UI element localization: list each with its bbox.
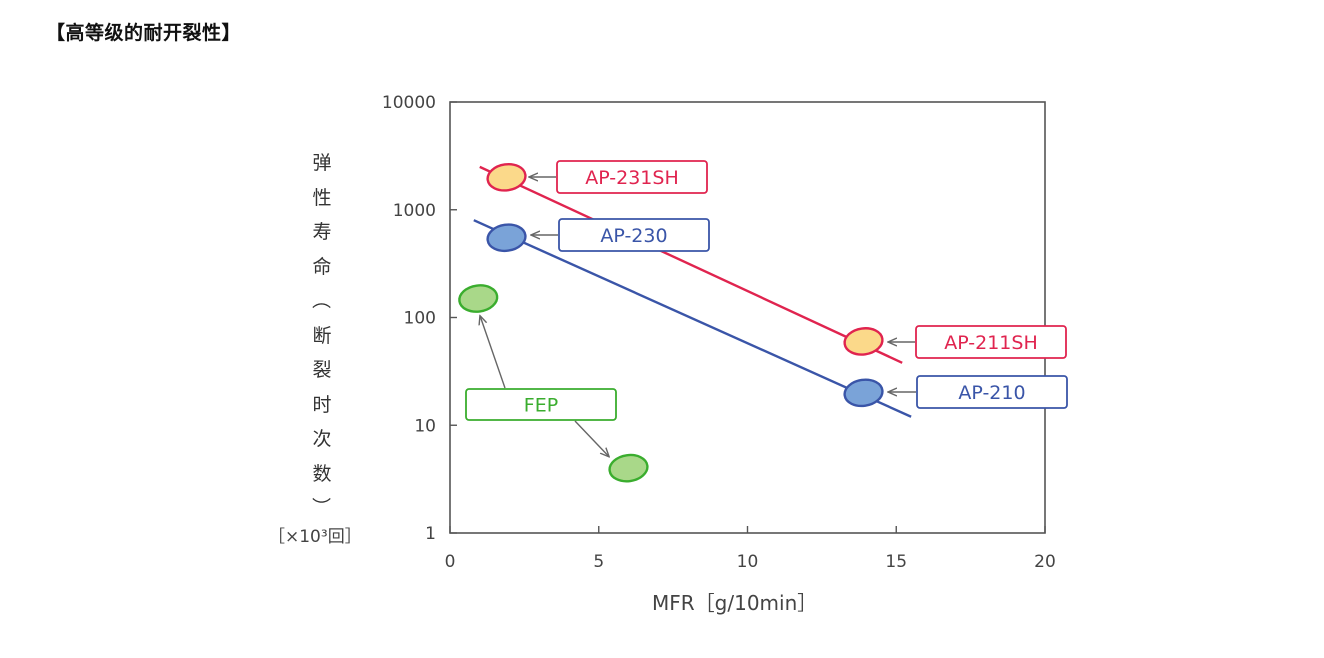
y-tick-label: 10 — [414, 416, 436, 436]
data-point-fep — [458, 284, 499, 313]
data-point-ap-230 — [486, 223, 527, 253]
label-text-ap-211sh: AP-211SH — [944, 332, 1038, 354]
y-axis-title-char: 数 — [312, 462, 332, 485]
y-tick-label: 1000 — [393, 201, 436, 221]
fep-arrow-down — [574, 420, 609, 456]
y-axis-title-char: 次 — [312, 428, 332, 450]
y-axis-title-char: ） — [309, 496, 332, 516]
y-tick-label: 10000 — [382, 93, 436, 113]
trend-line-ap-231sh — [479, 165, 903, 364]
y-axis-title-char: （ — [309, 289, 332, 309]
label-box-ap-230 — [558, 218, 710, 252]
y-axis-unit: ［×10³回］ — [268, 527, 362, 547]
x-tick-label: 20 — [1034, 552, 1056, 572]
x-tick-label: 15 — [885, 552, 907, 572]
y-axis-title-char: 弹 — [312, 152, 332, 174]
data-point-ap-231sh — [486, 162, 527, 192]
label-box-ap-231sh — [556, 160, 708, 194]
trend-line-ap-230 — [473, 219, 912, 418]
x-tick-label: 10 — [737, 552, 759, 572]
y-tick-label: 100 — [404, 309, 436, 329]
plot-frame — [449, 101, 1046, 534]
y-axis-title-char: 性 — [312, 186, 332, 209]
label-box-ap-211sh — [915, 325, 1067, 359]
y-axis-title-char: 断 — [312, 324, 332, 347]
data-point-ap-231sh — [843, 327, 884, 356]
y-axis-title-char: 时 — [312, 393, 332, 416]
label-box-ap-210 — [916, 375, 1068, 409]
x-axis-title: MFR［g/10min］ — [652, 591, 818, 615]
label-text-ap-231sh: AP-231SH — [585, 167, 679, 189]
fep-arrow-up — [480, 317, 506, 389]
y-axis-title-char: 命 — [312, 255, 332, 278]
label-text-ap-210: AP-210 — [958, 382, 1025, 404]
y-tick-label: 1 — [425, 524, 436, 544]
page-heading: 【高等级的耐开裂性】 — [46, 22, 242, 44]
y-axis-title-char: 寿 — [312, 221, 332, 243]
x-tick-label: 0 — [445, 552, 456, 572]
data-point-fep — [608, 453, 649, 483]
x-tick-label: 5 — [593, 552, 604, 572]
label-text-ap-230: AP-230 — [600, 225, 667, 247]
label-box-fep — [465, 388, 617, 421]
label-text-fep: FEP — [524, 395, 558, 417]
data-point-ap-230 — [843, 378, 884, 408]
y-axis-title-char: 裂 — [312, 359, 332, 381]
